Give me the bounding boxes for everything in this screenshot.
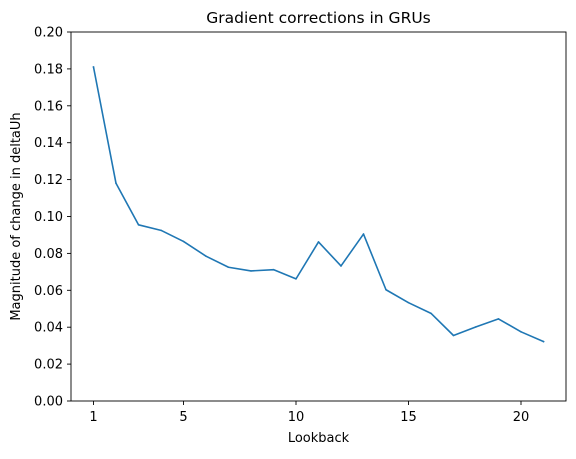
y-tick-label: 0.00	[34, 395, 63, 410]
x-tick-label: 15	[400, 410, 417, 425]
data-point	[92, 66, 95, 68]
x-tick-label: 5	[179, 410, 187, 425]
plot-area	[71, 32, 566, 401]
data-point	[160, 229, 162, 232]
axes-layer: 1 5 10 15 200.000.020.040.060.080.100.120.14…	[34, 26, 567, 425]
data-point	[295, 278, 297, 280]
data-point	[250, 270, 252, 272]
data-point	[227, 266, 230, 269]
data-point	[407, 301, 410, 304]
chart-title: Gradient corrections in GRUs	[206, 9, 431, 27]
data-point	[452, 334, 455, 337]
y-tick-label: 0.12	[34, 173, 63, 188]
x-axis-label: Lookback	[288, 431, 350, 446]
y-tick-label: 0.10	[34, 210, 63, 225]
y-tick-label: 0.16	[34, 99, 63, 114]
y-tick-label: 0.08	[34, 247, 63, 262]
x-tick-label: 10	[288, 410, 305, 425]
data-point	[497, 318, 500, 320]
data-point	[182, 240, 185, 243]
y-tick-label: 0.06	[34, 284, 63, 299]
data-point	[205, 255, 207, 257]
series-layer	[92, 66, 545, 343]
data-point	[115, 182, 117, 185]
data-point	[385, 288, 387, 291]
data-point	[272, 268, 275, 271]
data-point	[137, 224, 140, 226]
y-tick-label: 0.04	[34, 321, 63, 336]
data-point	[362, 233, 365, 235]
data-point	[475, 326, 477, 328]
y-tick-label: 0.14	[34, 136, 63, 151]
data-point	[520, 331, 522, 333]
y-tick-label: 0.20	[34, 26, 63, 41]
y-tick-label: 0.18	[34, 62, 63, 77]
data-point	[317, 241, 320, 243]
data-point	[542, 340, 545, 343]
data-point	[340, 265, 342, 267]
y-tick-label: 0.02	[34, 358, 63, 373]
x-tick-label: 1	[89, 410, 97, 425]
data-point	[430, 312, 432, 315]
y-axis-label: Magnitude of change in deltaUh	[9, 112, 24, 320]
x-tick-label: 20	[513, 410, 530, 425]
